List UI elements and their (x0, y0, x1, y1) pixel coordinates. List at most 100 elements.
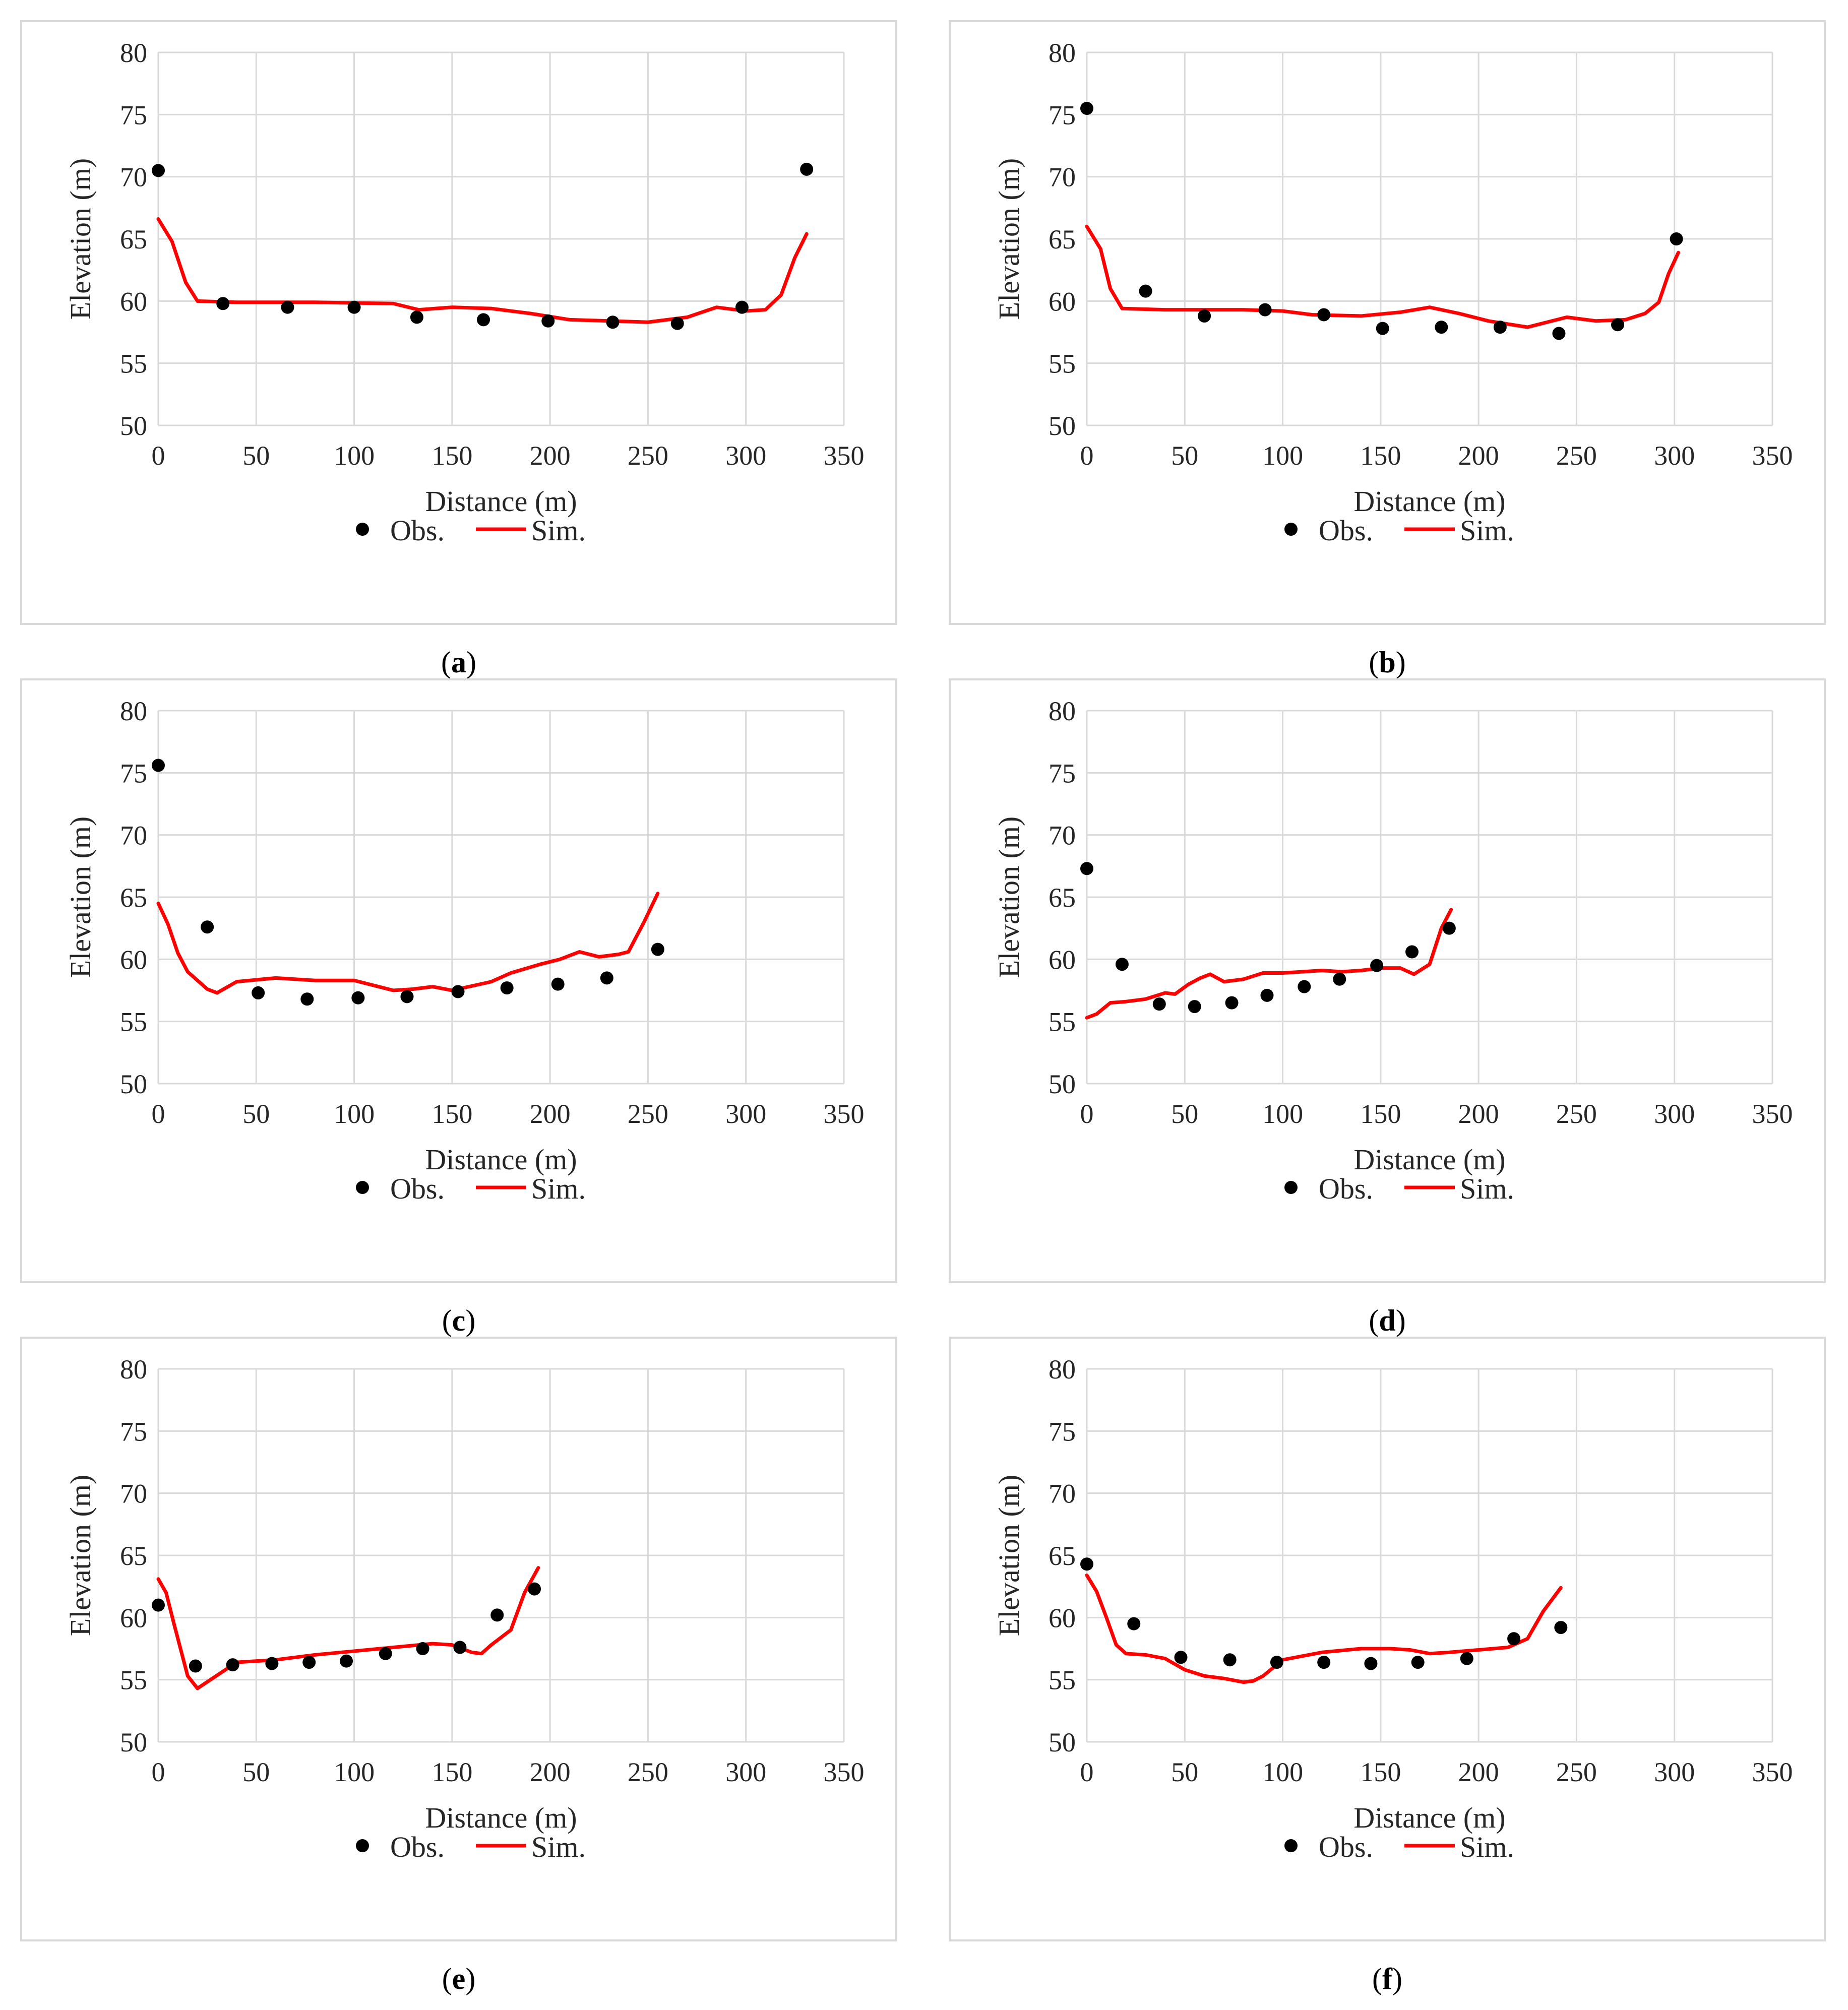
obs-point (201, 920, 214, 934)
x-tick-label: 300 (725, 1757, 766, 1787)
obs-point (340, 1654, 353, 1668)
obs-point (152, 759, 165, 772)
x-tick-label: 50 (242, 1099, 270, 1129)
x-tick-label: 350 (824, 441, 865, 471)
obs-points (1080, 1557, 1568, 1670)
gridlines (1086, 51, 1773, 426)
legend-obs-marker (356, 1839, 369, 1852)
y-tick-label: 80 (1049, 1354, 1076, 1385)
y-tick-label: 65 (120, 224, 147, 255)
y-tick-label: 80 (1049, 38, 1076, 68)
obs-point (347, 300, 361, 314)
legend-obs-label: Obs. (390, 1172, 445, 1205)
y-tick-label: 55 (120, 349, 147, 379)
x-tick-label: 300 (725, 441, 766, 471)
y-axis-title: Elevation (m) (64, 1475, 97, 1637)
obs-point (1333, 972, 1346, 986)
x-tick-label: 150 (1360, 1757, 1401, 1787)
y-tick-label: 60 (1049, 945, 1076, 975)
x-tick-label: 0 (152, 1757, 165, 1787)
sim-line (156, 892, 660, 995)
x-tick-label: 150 (432, 441, 472, 471)
y-axis-title: Elevation (m) (993, 1475, 1025, 1637)
x-tick-label: 200 (530, 1757, 571, 1787)
legend-obs-label: Obs. (1319, 514, 1373, 547)
y-tick-label: 75 (1049, 758, 1076, 788)
x-axis-title: Distance (m) (425, 485, 577, 518)
obs-point (1411, 1656, 1425, 1669)
legend: Obs. Sim. (1284, 1831, 1514, 1863)
obs-point (500, 981, 514, 995)
x-tick-label: 50 (1171, 1099, 1198, 1129)
gridlines (157, 51, 845, 426)
y-tick-label: 70 (1049, 162, 1076, 193)
obs-point (1223, 1653, 1237, 1667)
obs-point (1080, 862, 1093, 875)
y-tick-label: 75 (1049, 100, 1076, 130)
legend-obs-label: Obs. (390, 514, 445, 547)
x-tick-label: 250 (1556, 1099, 1597, 1129)
obs-point (152, 164, 165, 177)
legend-sim-label: Sim. (1460, 514, 1514, 547)
x-tick-label: 350 (824, 1099, 865, 1129)
chart-panel-d: 50 55 60 65 70 75 80 0 50 100 150 200 250 300 350 Dista… (949, 678, 1826, 1283)
x-tick-label: 300 (1654, 1757, 1695, 1787)
obs-point (1317, 1656, 1331, 1669)
y-tick-label: 70 (1049, 1479, 1076, 1509)
x-axis-title: Distance (m) (425, 1143, 577, 1176)
panel-caption-letter: e (452, 1962, 466, 1995)
y-tick-label: 60 (1049, 286, 1076, 317)
obs-point (1611, 318, 1625, 332)
obs-point (541, 314, 555, 328)
y-tick-label: 70 (120, 162, 147, 193)
chart-panel-f: 50 55 60 65 70 75 80 0 50 100 150 200 250 300 350 Dista… (949, 1337, 1826, 1941)
panel-caption-letter: d (1379, 1304, 1396, 1337)
sim-line (1085, 908, 1453, 1020)
panel-caption-letter: c (452, 1304, 466, 1337)
x-tick-label: 100 (1262, 1099, 1303, 1129)
sim-line (1085, 1573, 1563, 1684)
legend-sim-label: Sim. (531, 1831, 586, 1863)
y-tick-label: 50 (120, 411, 147, 441)
y-tick-label: 70 (1049, 821, 1076, 851)
obs-point (490, 1608, 504, 1622)
obs-point (300, 992, 314, 1006)
x-tick-label: 150 (432, 1099, 472, 1129)
obs-point (735, 300, 749, 314)
obs-point (281, 300, 294, 314)
legend-obs-marker (1284, 523, 1298, 536)
panel-caption: (f) (1372, 1962, 1402, 1995)
obs-point (670, 317, 684, 330)
chart-panel-e: 50 55 60 65 70 75 80 0 50 100 150 200 250 300 350 Dista… (20, 1337, 897, 1941)
y-tick-label: 75 (1049, 1416, 1076, 1447)
x-tick-label: 250 (628, 441, 668, 471)
x-axis-title: Distance (m) (1353, 1143, 1505, 1176)
x-tick-label: 250 (1556, 1757, 1597, 1787)
y-tick-label: 55 (1049, 1007, 1076, 1037)
y-tick-label: 55 (120, 1007, 147, 1037)
obs-point (410, 310, 423, 324)
legend: Obs. Sim. (356, 514, 586, 547)
x-tick-label: 100 (334, 1757, 375, 1787)
y-tick-label: 65 (1049, 224, 1076, 255)
y-tick-label: 55 (120, 1665, 147, 1695)
x-tick-label: 350 (1752, 1757, 1793, 1787)
x-tick-label: 200 (1458, 1099, 1499, 1129)
obs-point (1364, 1657, 1378, 1670)
x-tick-label: 0 (1080, 1099, 1094, 1129)
obs-points (1080, 102, 1683, 340)
legend-obs-marker (356, 1181, 369, 1194)
y-tick-label: 80 (120, 38, 147, 68)
legend-obs-label: Obs. (390, 1831, 445, 1863)
panel-caption-letter: f (1382, 1962, 1392, 1995)
x-tick-label: 0 (1080, 441, 1094, 471)
sim-line (1085, 224, 1680, 329)
legend-obs-label: Obs. (1319, 1172, 1373, 1205)
sim-line (156, 217, 809, 324)
legend: Obs. Sim. (1284, 514, 1514, 547)
obs-point (551, 977, 565, 991)
